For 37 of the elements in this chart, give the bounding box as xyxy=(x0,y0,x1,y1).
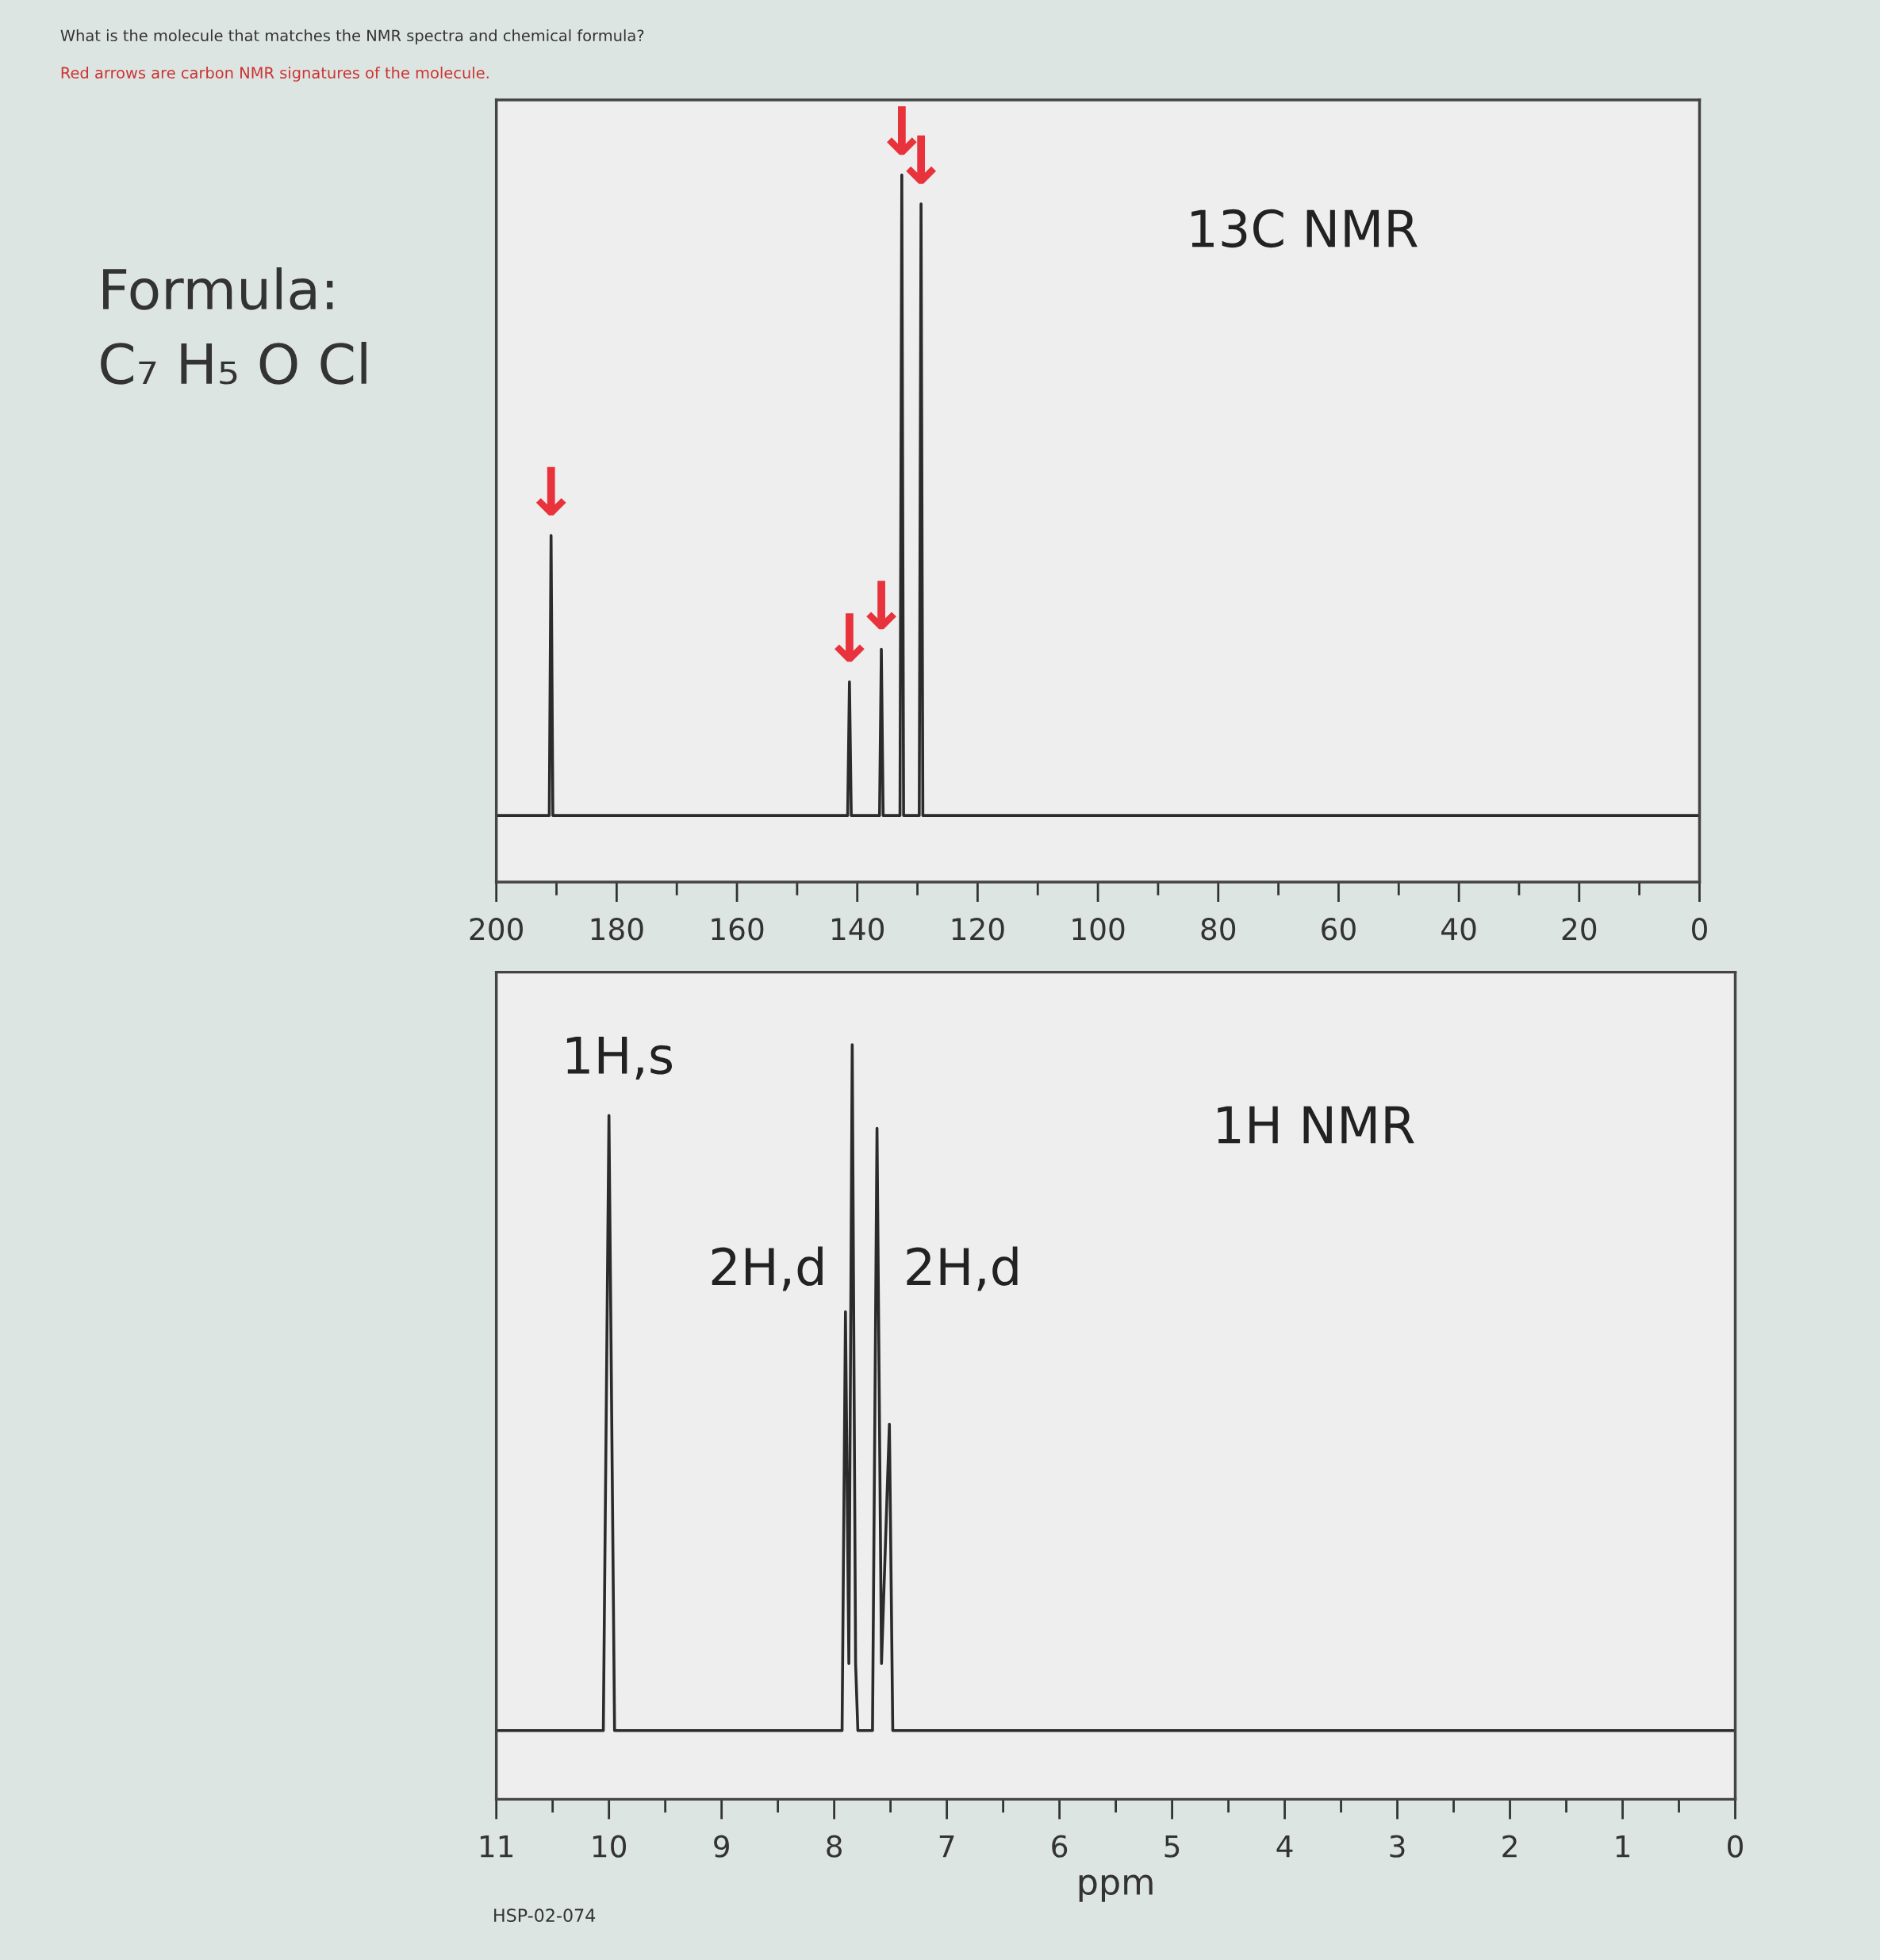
annotation: ↓ xyxy=(866,581,896,630)
annotation: ↓ xyxy=(535,466,566,516)
x-tick-label: 120 xyxy=(952,918,1004,941)
x-tick-label: 4 xyxy=(1276,1835,1293,1858)
text: Red arrows are carbon NMR signatures of the molecule. xyxy=(61,67,489,82)
annotation: 13C NMR xyxy=(1191,209,1418,248)
x-axis-title: ppm xyxy=(1079,1874,1153,1902)
x-tick-label: 1 xyxy=(1616,1835,1629,1858)
x-tick-label: 20 xyxy=(1562,918,1597,941)
x-tick-label: 10 xyxy=(593,1835,627,1858)
x-tick-label: 80 xyxy=(1201,918,1236,941)
x-tick-label: 11 xyxy=(480,1835,513,1858)
text: HSP-02-074 xyxy=(494,1908,596,1923)
x-tick-label: 6 xyxy=(1052,1835,1068,1858)
annotation: 1H NMR xyxy=(1218,1106,1414,1144)
x-tick-label: 3 xyxy=(1390,1835,1405,1858)
x-tick-label: 40 xyxy=(1441,918,1476,941)
annotation: 1H,s xyxy=(566,1037,673,1080)
x-tick-label: 100 xyxy=(1072,918,1125,941)
x-tick-label: 0 xyxy=(1728,1835,1743,1858)
x-tick-label: 200 xyxy=(470,918,523,941)
x-tick-label: 7 xyxy=(939,1835,954,1858)
x-tick-label: 0 xyxy=(1692,918,1707,941)
x-tick-label: 60 xyxy=(1322,918,1356,941)
x-tick-label: 2 xyxy=(1502,1835,1517,1858)
annotation: 2H,d xyxy=(907,1246,1018,1291)
x-tick-label: 160 xyxy=(712,918,764,941)
x-tick-label: 140 xyxy=(832,918,884,941)
text: C₇ H₅ O Cl xyxy=(101,341,366,385)
x-tick-label: 180 xyxy=(591,918,643,941)
annotation: 2H,d xyxy=(712,1246,823,1291)
x-tick-label: 8 xyxy=(827,1835,842,1858)
annotation: ↓ xyxy=(834,613,865,662)
x-tick-label: 9 xyxy=(714,1835,729,1858)
text: What is the molecule that matches the NMR spectra and chemical formula? xyxy=(60,29,644,44)
x-tick-label: 5 xyxy=(1164,1835,1180,1858)
text: Formula: xyxy=(103,267,333,310)
